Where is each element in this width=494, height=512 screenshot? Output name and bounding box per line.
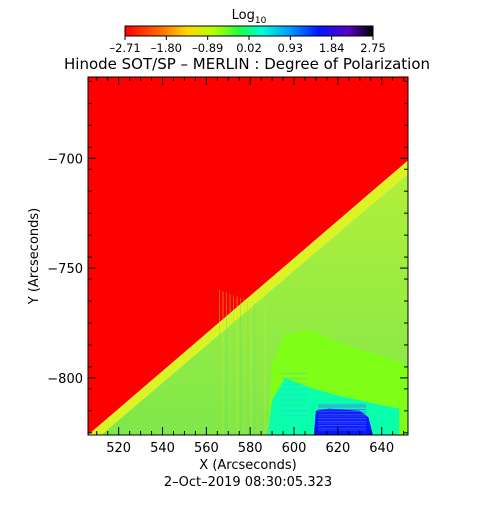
- timestamp: 2–Oct–2019 08:30:05.323: [164, 475, 332, 490]
- colorbar-ticks: –2.71 –1.80 –0.89 0.02 0.93 1.84 2.75: [109, 36, 386, 55]
- x-axis-label: X (Arcseconds): [199, 458, 296, 473]
- x-tick-label: 640: [369, 441, 394, 456]
- region-off-limb: [88, 77, 408, 435]
- colorbar-tick-label: 2.75: [360, 41, 386, 55]
- colorbar-label: Log10: [232, 8, 267, 26]
- chart-title: Hinode SOT/SP – MERLIN : Degree of Polar…: [64, 55, 430, 73]
- colorbar-tick-label: –1.80: [151, 41, 182, 55]
- y-tick-label: −700: [47, 152, 83, 167]
- colorbar-tick-label: –0.89: [192, 41, 223, 55]
- colorbar-tick-label: 0.02: [236, 41, 262, 55]
- region-limb-band: [88, 160, 408, 435]
- colorbar-tick-label: –2.71: [109, 41, 140, 55]
- y-tick-label: −800: [47, 372, 83, 387]
- y-axis-label: Y (Arcseconds): [27, 208, 42, 305]
- x-tick-label: 600: [282, 441, 307, 456]
- colorbar: Log10 –2.71 –1.80 –0.89 0.02 0.93 1.84 2.75: [109, 8, 385, 55]
- colorbar-tick-label: 0.93: [278, 41, 304, 55]
- colorbar-tick-label: 1.84: [319, 41, 345, 55]
- y-tick-label: −750: [47, 262, 83, 277]
- colorbar-label-sub: 10: [255, 16, 267, 26]
- colorbar-gradient: [124, 25, 374, 37]
- y-axis: −700 −750 −800: [47, 80, 408, 434]
- data-regions: [88, 77, 408, 435]
- x-tick-label: 520: [106, 441, 131, 456]
- data-texture: [219, 290, 367, 435]
- x-tick-label: 620: [325, 441, 350, 456]
- x-axis: 520 540 560 580 600 620 640: [96, 77, 405, 456]
- x-tick-label: 540: [150, 441, 175, 456]
- plot-area: [88, 77, 408, 435]
- x-tick-label: 560: [194, 441, 219, 456]
- x-tick-label: 580: [238, 441, 263, 456]
- plot-frame: [87, 76, 409, 436]
